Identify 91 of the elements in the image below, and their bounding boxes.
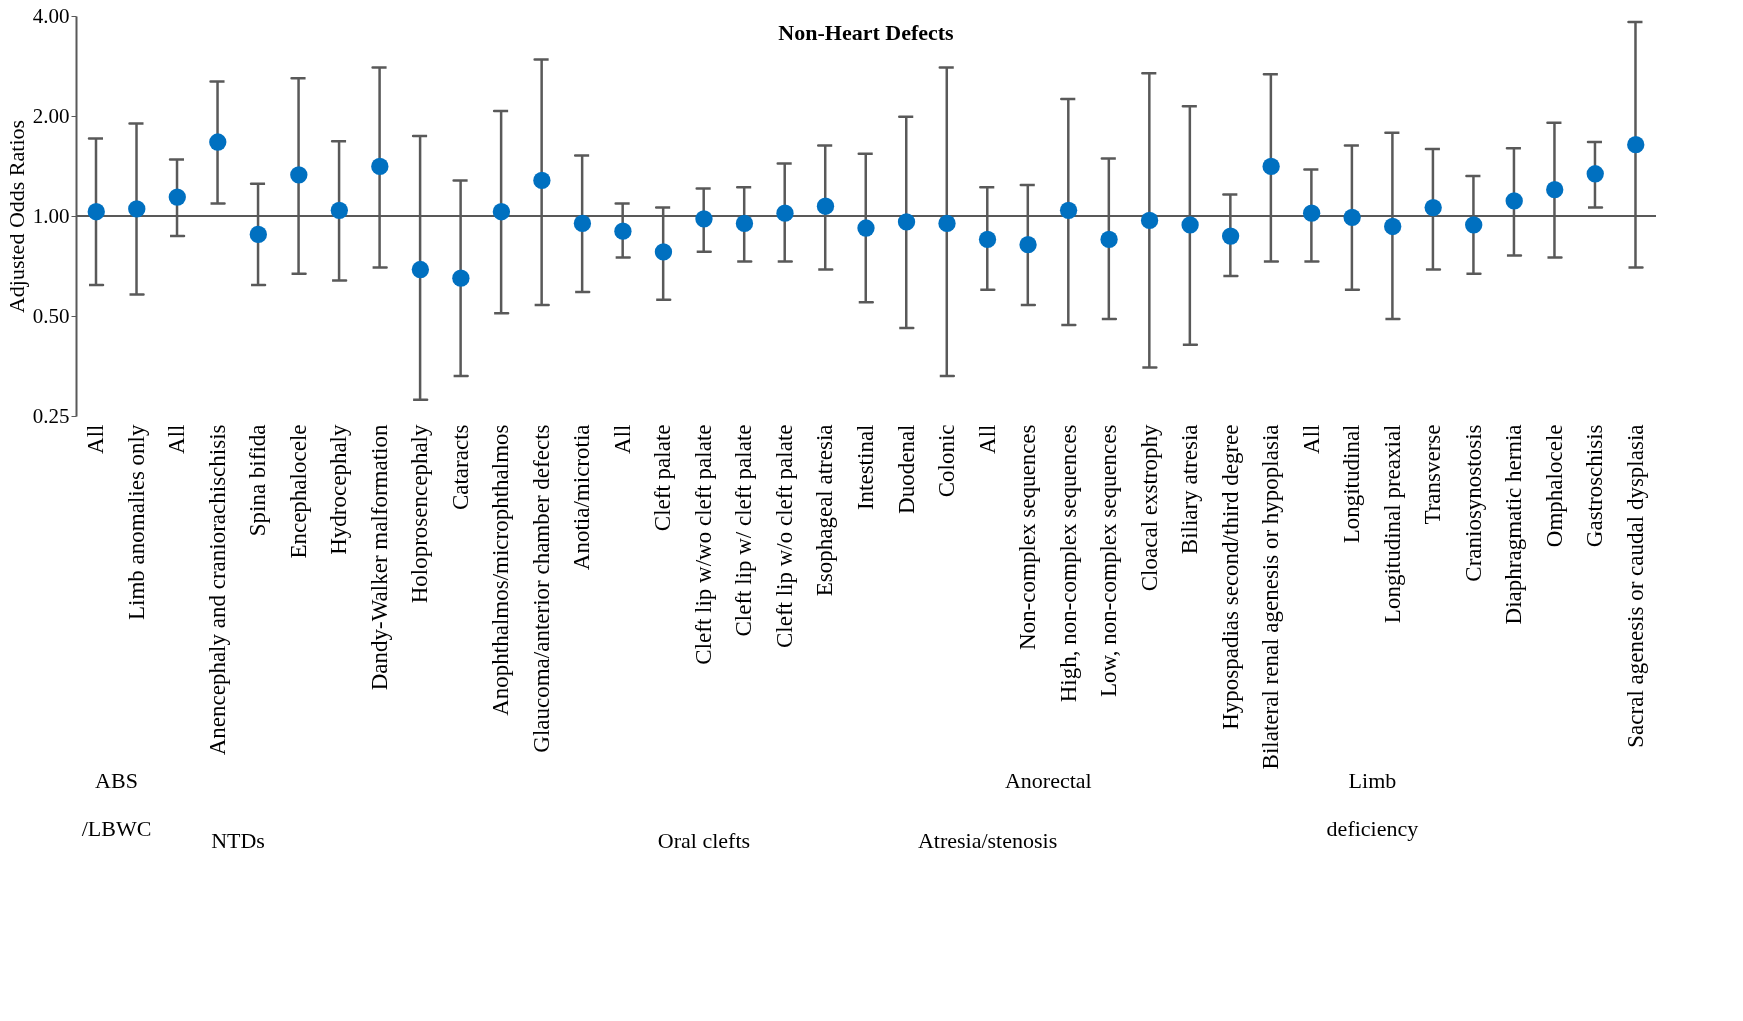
x-tick-label: Encephalocele xyxy=(285,424,311,559)
point xyxy=(1059,201,1078,219)
x-tick-label: Non-complex sequences xyxy=(1015,424,1041,650)
point xyxy=(128,200,146,218)
x-tick-label: Cleft lip w/ cleft palate xyxy=(731,424,757,637)
y-tick-label: 4.00 xyxy=(32,3,70,28)
point xyxy=(1627,135,1645,154)
y-tick-label: 0.25 xyxy=(32,403,70,428)
point xyxy=(1181,216,1199,234)
point xyxy=(249,225,267,244)
x-tick-label: Duodenal xyxy=(893,424,919,514)
x-tick-label: Cloacal exstrophy xyxy=(1136,424,1162,592)
text: Atresia/stenosis xyxy=(917,828,1058,853)
point xyxy=(938,214,956,233)
y-axis-title: Adjusted Odds Ratios xyxy=(3,119,29,314)
y-tick-label: 1.00 xyxy=(32,203,70,228)
x-tick-label: Cleft lip w/o cleft palate xyxy=(771,424,797,649)
point xyxy=(1140,211,1159,230)
x-tick-label: Transverse xyxy=(1420,424,1446,525)
point xyxy=(1586,165,1604,183)
text: NTDs xyxy=(211,828,265,853)
point xyxy=(1302,204,1321,222)
point xyxy=(735,214,754,233)
x-tick-label: Colonic xyxy=(934,424,960,498)
point xyxy=(857,219,875,237)
x-tick-label: Diaphragmatic hernia xyxy=(1501,424,1527,625)
point xyxy=(1019,235,1037,254)
x-tick-label: Biliary atresia xyxy=(1177,424,1203,555)
point xyxy=(452,269,470,287)
point xyxy=(1505,192,1523,210)
point xyxy=(816,197,835,215)
point xyxy=(897,213,916,231)
point xyxy=(411,260,430,279)
text: Anorectal xyxy=(1004,768,1092,793)
point xyxy=(1424,198,1442,217)
x-tick-label: Bilateral renal agenesis or hypoplasia xyxy=(1258,424,1284,770)
x-tick-label: Spina bifida xyxy=(245,424,271,537)
y-tick-label: 2.00 xyxy=(32,103,70,128)
x-tick-label: Longitudinal preaxial xyxy=(1379,424,1405,624)
point xyxy=(330,201,348,219)
point xyxy=(533,171,551,190)
x-tick-label: All xyxy=(1298,424,1324,454)
point xyxy=(1465,216,1483,234)
x-tick-label: All xyxy=(83,424,109,454)
x-tick-label: Holoprosencephaly xyxy=(407,424,433,604)
x-tick-label: High, non-complex sequences xyxy=(1055,424,1081,703)
x-tick-label: Cleft palate xyxy=(650,424,676,532)
point xyxy=(654,243,673,261)
x-tick-label: Cataracts xyxy=(447,424,473,511)
text: Oral clefts xyxy=(657,828,751,853)
x-tick-label: Anophthalmos/microphthalmos xyxy=(488,424,514,716)
x-tick-label: Hypospadias second/third degree xyxy=(1217,424,1243,730)
point xyxy=(290,166,308,184)
x-tick-label: Hydrocephaly xyxy=(326,424,352,555)
x-tick-label: Anotia/microtia xyxy=(569,424,595,571)
point xyxy=(695,210,713,228)
x-tick-label: All xyxy=(974,424,1000,454)
point xyxy=(776,204,794,222)
x-tick-label: Sacral agenesis or caudal dysplasia xyxy=(1622,424,1648,748)
point xyxy=(1384,217,1402,236)
x-tick-label: Esophageal atresia xyxy=(812,424,838,597)
x-tick-label: All xyxy=(609,424,635,454)
x-tick-label: Gastroschisis xyxy=(1582,424,1608,548)
chart-title: Non-Heart Defects xyxy=(778,20,955,45)
x-tick-label: Longitudinal xyxy=(1339,424,1365,544)
x-tick-label: Anencephaly and craniorachischisis xyxy=(204,424,230,756)
point xyxy=(371,157,389,176)
x-tick-label: Intestinal xyxy=(853,424,878,511)
x-tick-label: Craniosynostosis xyxy=(1460,424,1486,582)
x-tick-label: Cleft lip w/wo cleft palate xyxy=(690,424,716,665)
point xyxy=(1221,227,1240,245)
x-tick-label: Omphalocele xyxy=(1541,424,1567,548)
x-tick-label: Low, non-complex sequences xyxy=(1096,424,1122,698)
x-tick-label: Dandy-Walker malformation xyxy=(366,424,392,691)
point xyxy=(1546,181,1564,199)
point xyxy=(1343,208,1361,227)
point xyxy=(614,222,632,240)
x-tick-label: All xyxy=(164,424,190,454)
text: Limb deficiency xyxy=(1326,768,1419,841)
point xyxy=(573,214,592,233)
x-tick-label: Glaucoma/anterior chamber defects xyxy=(528,424,554,753)
text: ABS /LBWC xyxy=(81,768,152,841)
point xyxy=(209,133,227,151)
point xyxy=(492,203,511,221)
y-tick-label: 0.50 xyxy=(32,303,70,328)
point xyxy=(168,188,186,206)
x-tick-label: Limb anomalies only xyxy=(123,424,149,620)
point xyxy=(1100,230,1118,249)
point xyxy=(978,230,997,249)
point xyxy=(1262,157,1280,176)
point xyxy=(87,203,105,221)
